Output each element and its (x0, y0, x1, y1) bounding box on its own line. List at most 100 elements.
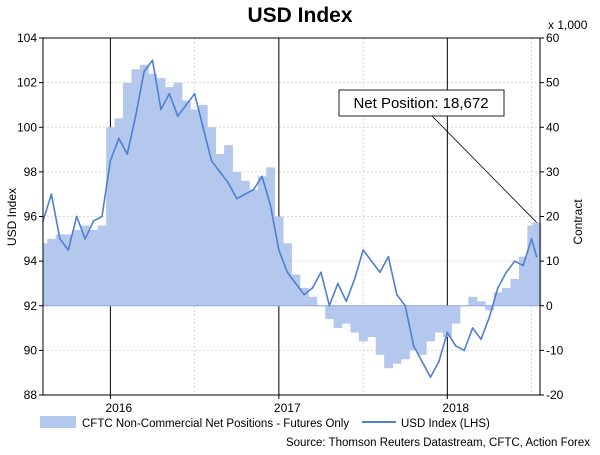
area-bar (510, 278, 520, 306)
usd-index-point (353, 278, 356, 280)
left-tick-label: 94 (24, 254, 38, 268)
usd-index-point (454, 345, 457, 347)
x-tick-label: 2018 (442, 401, 469, 415)
area-bar (333, 305, 343, 329)
usd-index-point (75, 215, 78, 218)
left-tick-label: 100 (17, 120, 37, 134)
right-tick-label: 0 (546, 299, 553, 313)
right-axis-label: Contract (571, 199, 585, 245)
area-bar (257, 176, 267, 306)
usd-index-point (395, 293, 398, 296)
line-series-group (42, 59, 538, 379)
area-bar (299, 287, 309, 306)
usd-index-point (235, 197, 238, 200)
source-note: Source: Thomson Reuters Datastream, CFTC… (286, 437, 590, 449)
area-bar (426, 305, 436, 342)
annotation-box: Net Position: 18,672 (338, 89, 505, 117)
usd-index-point (92, 220, 95, 222)
area-bar (139, 64, 149, 306)
usd-index-point (463, 349, 466, 352)
usd-index-point (421, 360, 423, 363)
usd-index-point (286, 271, 289, 274)
usd-index-point (269, 204, 272, 207)
usd-index-point (404, 304, 407, 307)
area-bar (434, 305, 444, 333)
left-tick-label: 96 (24, 210, 38, 224)
usd-index-point (328, 304, 331, 307)
usd-index-point (143, 70, 145, 73)
area-bar (291, 274, 301, 306)
chart-title: USD Index (247, 4, 352, 27)
usd-index-point (446, 331, 449, 334)
area-bar (89, 229, 99, 306)
area-bar (148, 73, 158, 306)
area-bar (47, 238, 57, 306)
area-bar (443, 305, 452, 337)
usd-index-point (160, 108, 162, 111)
right-tick-label: -10 (546, 343, 564, 357)
usd-index-point (227, 182, 230, 184)
left-axis-label: USD Index (5, 188, 19, 246)
area-bar (518, 256, 528, 306)
area-bar (173, 82, 183, 306)
usd-index-point (370, 260, 373, 263)
usd-index-point (218, 170, 221, 173)
area-bar (493, 292, 503, 306)
legend-area-label: CFTC Non-Commercial Net Positions - Futu… (82, 418, 349, 430)
right-tick-label: 20 (546, 210, 560, 224)
area-bar (358, 305, 368, 342)
legend: CFTC Non-Commercial Net Positions - Futu… (40, 416, 490, 430)
usd-index-point (193, 92, 196, 95)
area-bar (106, 127, 116, 306)
usd-index-point (336, 282, 339, 285)
usd-index-point (387, 255, 390, 258)
right-axis-unit: x 1,000 (548, 18, 588, 32)
usd-index-line (42, 59, 538, 378)
legend-area-swatch (40, 416, 76, 428)
usd-index-point (379, 271, 381, 274)
usd-index-point (58, 237, 61, 240)
area-bar (240, 180, 250, 306)
usd-index-point (168, 92, 171, 95)
area-bar (64, 234, 73, 306)
area-bar (451, 305, 461, 324)
area-bar (476, 301, 486, 306)
area-bar (114, 118, 124, 306)
area-bar (232, 171, 242, 306)
area-bar (224, 145, 233, 306)
left-tick-label: 102 (17, 76, 37, 90)
usd-index-point (530, 237, 533, 240)
area-bar (266, 167, 276, 306)
area-bar (384, 305, 393, 369)
right-tick-label: -20 (546, 388, 564, 402)
area-bar (131, 69, 141, 306)
right-ticks-group: -20 -10 0 10 20 30 40 50 60 (540, 31, 564, 402)
usd-index-point (471, 327, 474, 329)
left-tick-label: 88 (24, 388, 38, 402)
x-ticks-group: 2016 2017 2018 (105, 395, 469, 415)
usd-index-point (438, 360, 440, 363)
area-bar (72, 229, 82, 306)
annotation-text: Net Position: 18,672 (353, 95, 488, 112)
area-bar (485, 305, 495, 311)
area-bar (80, 225, 90, 306)
usd-index-point (535, 255, 538, 258)
area-bar (342, 305, 351, 324)
area-bar (468, 296, 478, 306)
usd-index-point (84, 237, 87, 240)
area-bar (165, 87, 174, 306)
left-ticks-group: 88 90 92 94 96 98 100 102 104 (17, 31, 43, 402)
area-bar (502, 287, 511, 306)
annotation-pointer (431, 115, 537, 223)
usd-index-point (109, 159, 112, 162)
area-bar (375, 305, 385, 355)
usd-index-point (117, 137, 120, 140)
usd-index-point (345, 300, 348, 303)
right-tick-label: 60 (546, 31, 560, 45)
usd-index-point (261, 175, 263, 178)
usd-index-point (522, 264, 525, 267)
usd-index-point (488, 316, 491, 318)
area-bar (207, 127, 217, 306)
legend-line-label: USD Index (LHS) (401, 418, 490, 430)
area-bar (283, 243, 292, 306)
